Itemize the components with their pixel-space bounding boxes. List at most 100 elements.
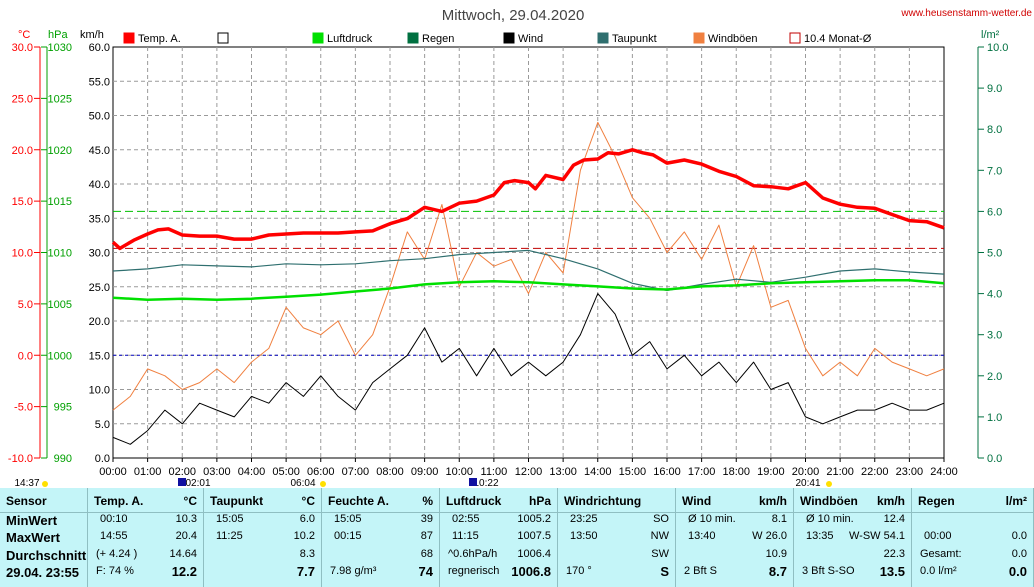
time-tick-label: 02:00 — [168, 466, 196, 478]
time-tick-label: 10:00 — [445, 466, 473, 478]
avg-note: ^0.6hPa/h — [448, 548, 498, 560]
temp-tick-label: 5.0 — [18, 299, 33, 311]
table-column: Luftdruck hPa 02:55 1005.2 11:15 1007.5 ^0.6hP… — [440, 488, 558, 587]
time-tick-label: 19:00 — [757, 466, 785, 478]
current-note: regnerisch — [448, 565, 500, 577]
current-value: S — [660, 564, 669, 579]
time-marker: 20:41 — [795, 478, 820, 488]
avg-note: (+ 4.24 ) — [96, 548, 138, 560]
legend-swatch — [407, 32, 419, 44]
legend-label: Taupunkt — [612, 33, 657, 45]
avg-value: 22.3 — [883, 548, 905, 560]
min-time: Ø 10 min. — [806, 513, 854, 525]
time-tick-label: 09:00 — [411, 466, 439, 478]
min-time: 00:10 — [100, 513, 128, 525]
avg-value: SW — [651, 548, 669, 560]
column-unit: km/h — [758, 494, 787, 508]
column-unit: % — [422, 494, 433, 508]
time-marker: 02:01 — [185, 478, 210, 488]
rain-tick-label: 6.0 — [987, 206, 1002, 218]
kmh-tick-label: 30.0 — [89, 248, 110, 260]
weather-chart: Mittwoch, 29.04.2020 www.heusenstamm-wet… — [8, 7, 1033, 488]
moon-marker — [469, 478, 477, 486]
legend-swatch — [693, 32, 705, 44]
min-value: 10.3 — [175, 513, 197, 525]
statistics-table: Sensor MinWert MaxWert Durchschnitt 29.04. 2… — [0, 488, 1034, 587]
temp-tick-label: 10.0 — [12, 248, 33, 260]
min-value: 12.4 — [883, 513, 905, 525]
temp-tick-label: 15.0 — [12, 196, 33, 208]
column-title: Temp. A. — [94, 494, 144, 508]
table-column: Windböen km/h Ø 10 min. 12.4 13:35 W-SW 54.1 2… — [794, 488, 912, 587]
avg-value: 8.3 — [299, 548, 315, 560]
legend-label: Wind — [518, 33, 543, 45]
kmh-tick-label: 5.0 — [95, 419, 110, 431]
current-note: 7.98 g/m³ — [330, 565, 377, 577]
min-value: 1005.2 — [517, 513, 551, 525]
avg-value: 1006.4 — [517, 548, 551, 560]
rain-tick-label: 10.0 — [987, 42, 1008, 54]
current-note: 2 Bft S — [684, 565, 718, 577]
hpa-tick-label: 990 — [54, 453, 72, 465]
time-tick-label: 04:00 — [238, 466, 266, 478]
max-time: 00:00 — [924, 530, 952, 542]
legend-label: Windböen — [708, 33, 758, 45]
time-tick-label: 00:00 — [99, 466, 127, 478]
temp-tick-label: -10.0 — [8, 453, 33, 465]
series-line-taupunkt — [112, 249, 945, 292]
website-link[interactable]: www.heusenstamm-wetter.de — [900, 8, 1032, 19]
min-value: 8.1 — [771, 513, 787, 525]
row-label-avg: Durchschnitt — [6, 548, 87, 563]
min-value: 39 — [420, 513, 433, 525]
table-column: Sensor MinWert MaxWert Durchschnitt 29.04. 2… — [0, 488, 88, 587]
time-tick-label: 14:00 — [584, 466, 612, 478]
current-value: 12.2 — [171, 564, 197, 579]
hpa-tick-label: 1025 — [48, 93, 72, 105]
row-label-now: 29.04. 23:55 — [6, 565, 80, 580]
max-value: W 26.0 — [752, 530, 787, 542]
column-title: Feuchte A. — [328, 494, 389, 508]
kmh-tick-label: 50.0 — [89, 111, 110, 123]
kmh-tick-label: 55.0 — [89, 76, 110, 88]
time-tick-label: 03:00 — [203, 466, 231, 478]
legend-label: Luftdruck — [327, 33, 373, 45]
min-time: 23:25 — [570, 513, 598, 525]
current-note: 3 Bft S-SO — [802, 565, 855, 577]
legend-swatch — [597, 32, 609, 44]
min-value: 6.0 — [299, 513, 315, 525]
min-time: 15:05 — [216, 513, 244, 525]
current-note: 170 ° — [566, 565, 592, 577]
row-label-min: MinWert — [6, 513, 58, 528]
time-tick-label: 15:00 — [619, 466, 647, 478]
column-title: Windböen — [800, 494, 858, 508]
legend-swatch — [789, 32, 801, 44]
max-time: 00:15 — [334, 530, 362, 542]
row-label-max: MaxWert — [6, 530, 60, 545]
legend-swatch — [217, 32, 229, 44]
time-tick-label: 08:00 — [376, 466, 404, 478]
avg-value: 0.0 — [1011, 548, 1027, 560]
hpa-unit-label: hPa — [48, 29, 68, 41]
kmh-tick-label: 45.0 — [89, 145, 110, 157]
time-tick-label: 07:00 — [342, 466, 370, 478]
table-column: Windrichtung 23:25 SO 13:50 NW SW 170 ° S — [558, 488, 676, 587]
series-line-temp-a- — [111, 148, 945, 251]
max-value: W-SW 54.1 — [848, 530, 905, 542]
current-value: 0.0 — [1008, 564, 1027, 579]
min-time: Ø 10 min. — [688, 513, 736, 525]
max-value: 0.0 — [1011, 530, 1027, 542]
current-value: 1006.8 — [511, 564, 551, 579]
temp-tick-label: 30.0 — [12, 42, 33, 54]
kmh-unit-label: km/h — [80, 29, 104, 41]
min-time: 15:05 — [334, 513, 362, 525]
kmh-tick-label: 60.0 — [89, 42, 110, 54]
table-column: Feuchte A.% 15:05 39 00:15 87 68 7.98 g/m³ 74 — [322, 488, 440, 587]
current-value: 8.7 — [768, 564, 787, 579]
column-unit: l/m² — [1005, 494, 1027, 508]
column-unit: °C — [183, 494, 197, 508]
avg-value: 14.64 — [169, 548, 197, 560]
current-value: 13.5 — [879, 564, 905, 579]
time-tick-label: 17:00 — [688, 466, 716, 478]
kmh-tick-label: 15.0 — [89, 350, 110, 362]
time-tick-label: 21:00 — [826, 466, 854, 478]
